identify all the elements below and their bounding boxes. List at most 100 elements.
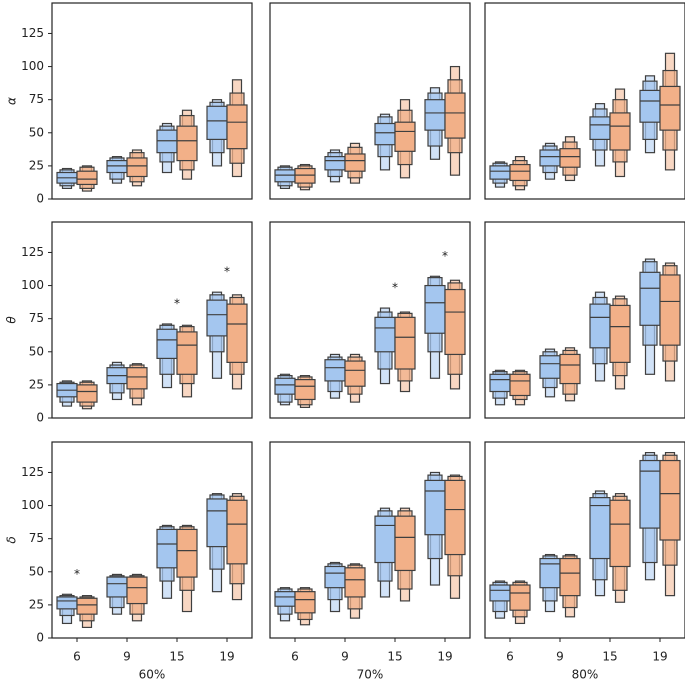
box-level <box>539 355 561 379</box>
box-level <box>659 459 681 541</box>
box-level <box>559 557 581 597</box>
box-level <box>609 112 631 151</box>
box-level <box>539 557 561 589</box>
box-level <box>206 299 228 337</box>
panel-frame <box>484 441 685 639</box>
box-level <box>424 99 446 131</box>
x-tick-label: 9 <box>341 650 349 664</box>
panel-frame <box>51 441 253 639</box>
box-level <box>226 303 248 363</box>
x-tick-label: 9 <box>556 650 564 664</box>
y-tick-label: 25 <box>29 158 44 172</box>
panel: * * 0 25 50 75 100 125 θ <box>5 221 253 425</box>
panel: ** <box>269 221 471 419</box>
box-level <box>424 479 446 536</box>
box-level <box>206 105 228 141</box>
y-tick-label: 50 <box>29 564 44 578</box>
box-level <box>206 498 228 548</box>
box-level <box>489 584 511 602</box>
x-tick-label: 19 <box>652 650 667 664</box>
box-level <box>559 148 581 168</box>
box-level <box>126 576 148 605</box>
x-tick-label: 15 <box>169 650 184 664</box>
box-level <box>344 567 366 598</box>
box-level <box>344 153 366 172</box>
x-tick-label: 6 <box>291 650 299 664</box>
y-tick-label: 75 <box>29 92 44 106</box>
box-level <box>444 288 466 356</box>
y-tick-label: 50 <box>29 125 44 139</box>
panel-frame <box>51 2 253 200</box>
box-level <box>374 515 396 564</box>
box-level <box>444 479 466 556</box>
box-level <box>76 384 98 403</box>
panel <box>484 2 685 200</box>
panel-frame <box>269 2 471 200</box>
box-level <box>294 591 316 614</box>
box-level <box>639 89 661 123</box>
y-tick-label: 75 <box>29 531 44 545</box>
box-level <box>156 328 178 360</box>
box-level <box>489 373 511 393</box>
box-level <box>394 515 416 572</box>
x-tick-label: 19 <box>219 650 234 664</box>
box-level <box>226 104 248 150</box>
y-tick-label: 25 <box>29 377 44 391</box>
significance-marker: * <box>174 296 180 310</box>
box-level <box>394 316 416 370</box>
panel-frame <box>269 441 471 639</box>
box-level <box>509 584 531 611</box>
significance-marker: * <box>74 567 80 581</box>
significance-marker: * <box>224 265 230 279</box>
box-level <box>589 116 611 141</box>
y-tick-label: 0 <box>36 411 44 425</box>
y-tick-label: 75 <box>29 311 44 325</box>
x-tick-label: 19 <box>437 650 452 664</box>
box-level <box>156 129 178 154</box>
y-tick-label: 125 <box>21 26 44 40</box>
box-level <box>509 163 531 182</box>
box-level <box>294 167 316 184</box>
box-level <box>609 304 631 363</box>
y-tick-label: 0 <box>36 631 44 645</box>
y-tick-label: 25 <box>29 597 44 611</box>
box-level <box>589 303 611 349</box>
box-level <box>639 271 661 326</box>
panel-frame <box>484 221 685 419</box>
box-level <box>274 377 296 395</box>
box-level <box>76 597 98 615</box>
box-level <box>176 125 198 162</box>
box-level <box>324 156 346 171</box>
x-tick-label: 6 <box>73 650 81 664</box>
y-tick-label: 0 <box>36 192 44 206</box>
x-tick-label: 6 <box>506 650 514 664</box>
box-level <box>324 359 346 382</box>
box-level <box>609 499 631 568</box>
panel-frame <box>51 221 253 419</box>
y-tick-label: 100 <box>21 498 44 512</box>
significance-marker: * <box>442 249 448 263</box>
panel <box>484 221 685 419</box>
box-level <box>659 274 681 346</box>
significance-marker: * <box>392 281 398 295</box>
x-axis-label: 80% <box>572 668 599 682</box>
box-level <box>176 528 198 578</box>
panel: * 0 25 50 75 100 125 δ 6 9 15 19 60% <box>5 441 253 682</box>
box-level <box>274 169 296 183</box>
x-tick-label: 15 <box>602 650 617 664</box>
box-level <box>76 170 98 186</box>
box-level <box>344 360 366 387</box>
y-tick-label: 50 <box>29 344 44 358</box>
x-axis-label: 70% <box>357 668 384 682</box>
y-axis-label: δ <box>5 536 19 543</box>
panel: 6 9 15 19 70% <box>269 441 471 682</box>
panel <box>269 2 471 200</box>
box-level <box>156 528 178 569</box>
y-tick-label: 125 <box>21 465 44 479</box>
panel-frame <box>269 221 471 419</box>
box-level <box>444 92 466 139</box>
x-tick-label: 9 <box>123 650 131 664</box>
box-level <box>489 165 511 180</box>
box-level <box>274 591 296 607</box>
panel-frame <box>484 2 685 200</box>
